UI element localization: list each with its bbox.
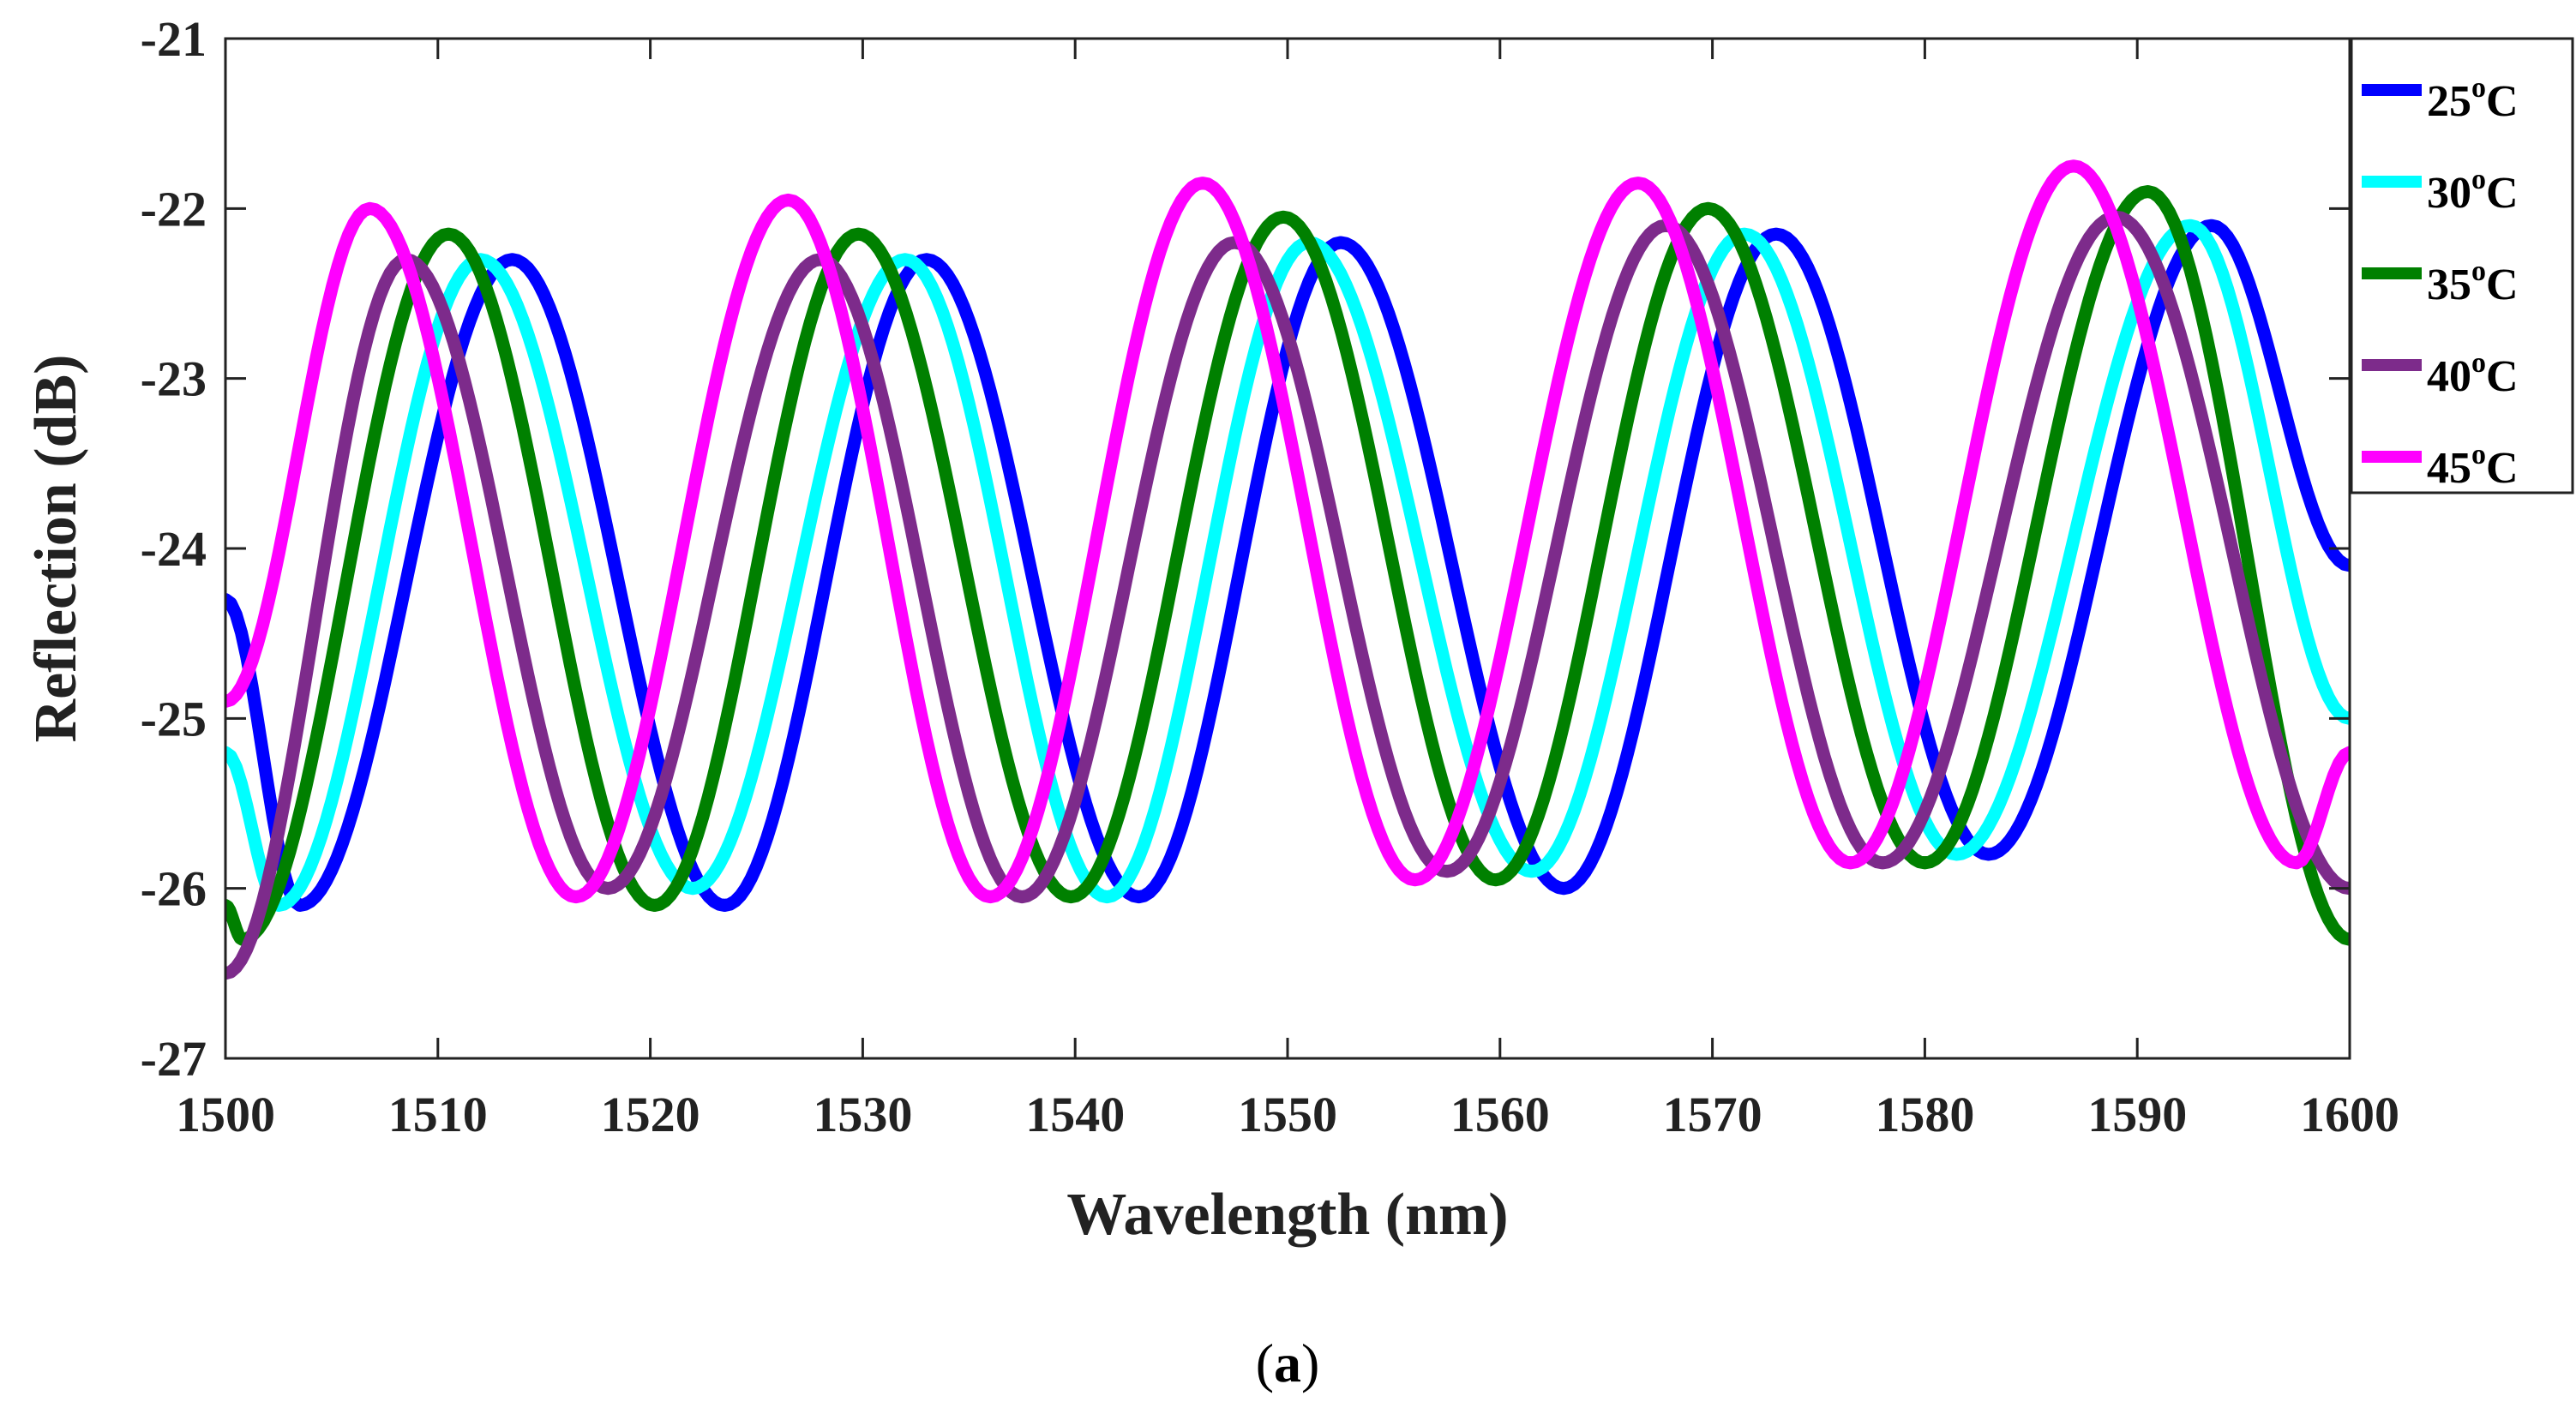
x-tick-label: 1500 — [176, 1087, 275, 1142]
legend: 25oC 30oC 35oC 40oC 45oC — [2350, 37, 2574, 494]
caption-letter: a — [1274, 1333, 1301, 1393]
figure-caption: (a) — [1256, 1333, 1320, 1393]
ticks-layer: 1500 1510 1520 1530 1540 1550 1560 1570 1580 1590… — [141, 11, 2399, 1142]
legend-label-30c: 30oC — [2427, 164, 2519, 218]
y-tick-label: -22 — [141, 181, 207, 237]
y-axis-label: Reflection (dB) — [23, 355, 89, 743]
caption-close-paren: ) — [1301, 1333, 1319, 1393]
x-tick-label: 1570 — [1663, 1087, 1762, 1142]
y-tick-label: -27 — [141, 1031, 207, 1087]
y-tick-label: -25 — [141, 691, 207, 746]
y-tick-label: -24 — [141, 521, 207, 577]
series-line-35c — [225, 185, 2350, 946]
series-layer — [225, 159, 2350, 980]
legend-label-40c: 40oC — [2427, 347, 2519, 401]
legend-box — [2350, 37, 2574, 494]
series-line-40c — [225, 210, 2350, 980]
x-tick-label: 1550 — [1238, 1087, 1337, 1142]
x-tick-label: 1590 — [2087, 1087, 2187, 1142]
x-tick-label: 1510 — [388, 1087, 488, 1142]
y-tick-label: -26 — [141, 861, 207, 917]
x-tick-label: 1540 — [1025, 1087, 1125, 1142]
x-tick-label: 1520 — [601, 1087, 700, 1142]
legend-label-25c: 25oC — [2427, 72, 2519, 126]
x-tick-label: 1530 — [813, 1087, 912, 1142]
y-tick-label: -21 — [141, 11, 207, 67]
y-tick-label: -23 — [141, 351, 207, 407]
x-tick-label: 1600 — [2300, 1087, 2399, 1142]
x-tick-label: 1580 — [1875, 1087, 1974, 1142]
x-axis-label: Wavelength (nm) — [1066, 1182, 1508, 1248]
series-line-45c — [225, 159, 2350, 904]
caption-open-paren: ( — [1256, 1333, 1274, 1393]
series-line-30c — [225, 219, 2350, 912]
legend-label-45c: 45oC — [2427, 439, 2519, 493]
legend-label-35c: 35oC — [2427, 255, 2519, 309]
x-tick-label: 1560 — [1450, 1087, 1550, 1142]
